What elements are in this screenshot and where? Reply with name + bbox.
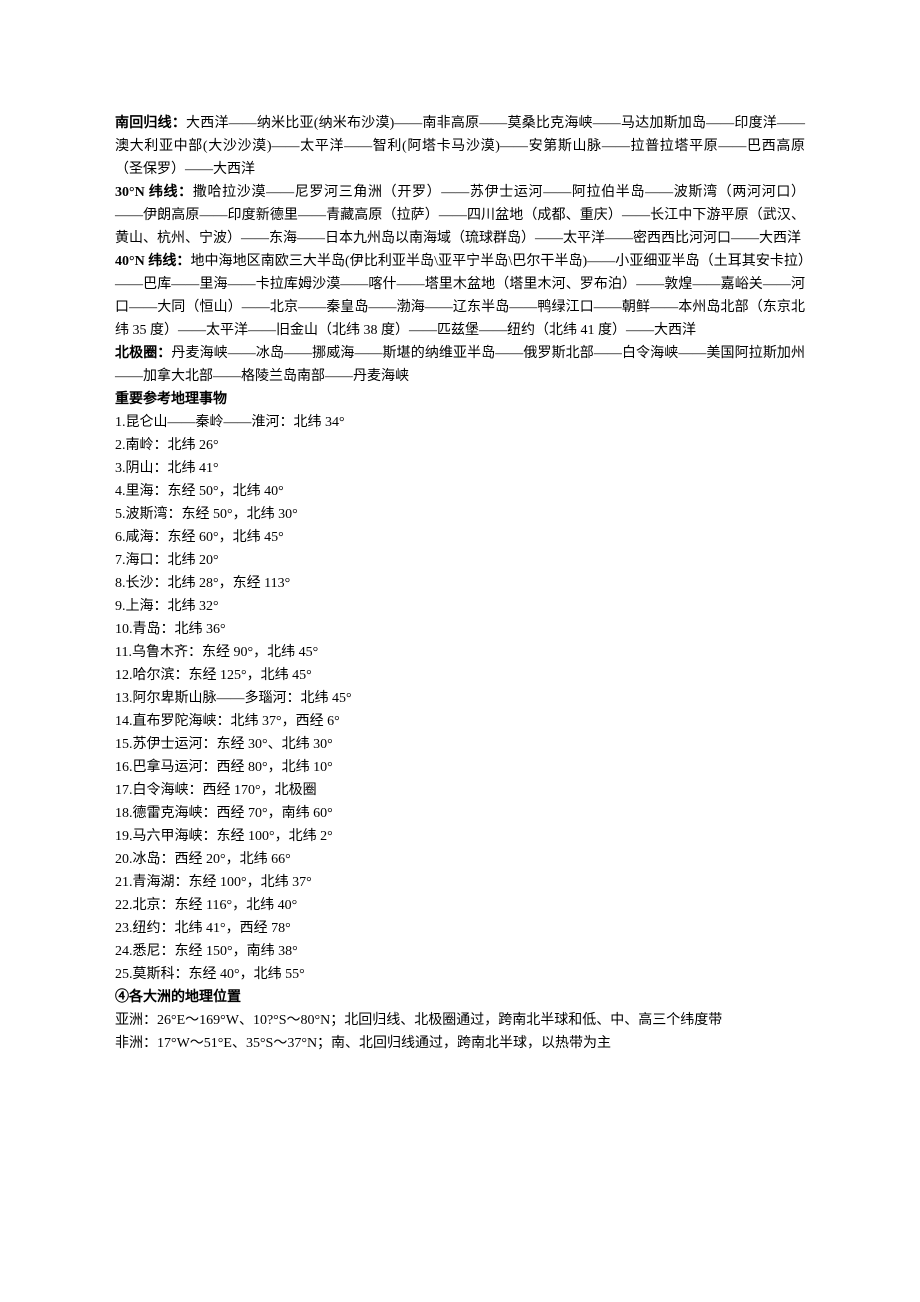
list-item: 11.乌鲁木齐：东经 90°，北纬 45° <box>115 641 805 664</box>
list-item: 21.青海湖：东经 100°，北纬 37° <box>115 871 805 894</box>
list-item: 2.南岭：北纬 26° <box>115 434 805 457</box>
list-item: 5.波斯湾：东经 50°，北纬 30° <box>115 503 805 526</box>
paragraph-40n: 40°N 纬线：地中海地区南欧三大半岛(伊比利亚半岛\亚平宁半岛\巴尔干半岛)—… <box>115 250 805 342</box>
text-40n: 地中海地区南欧三大半岛(伊比利亚半岛\亚平宁半岛\巴尔干半岛)——小亚细亚半岛（… <box>115 254 805 338</box>
list-item: 4.里海：东经 50°，北纬 40° <box>115 480 805 503</box>
paragraph-30n: 30°N 纬线：撒哈拉沙漠——尼罗河三角洲（开罗）——苏伊士运河——阿拉伯半岛—… <box>115 181 805 250</box>
list-item: 13.阿尔卑斯山脉——多瑙河：北纬 45° <box>115 687 805 710</box>
list-item: 18.德雷克海峡：西经 70°，南纬 60° <box>115 802 805 825</box>
paragraph-arctic: 北极圈：丹麦海峡——冰岛——挪威海——斯堪的纳维亚半岛——俄罗斯北部——白令海峡… <box>115 342 805 388</box>
list-item: 15.苏伊士运河：东经 30°、北纬 30° <box>115 733 805 756</box>
text-nan-huigui: 大西洋——纳米比亚(纳米布沙漠)——南非高原——莫桑比克海峡——马达加斯加岛——… <box>115 116 805 177</box>
list-item: 8.长沙：北纬 28°，东经 113° <box>115 572 805 595</box>
list-item: 14.直布罗陀海峡：北纬 37°，西经 6° <box>115 710 805 733</box>
paragraph-africa: 非洲：17°W～51°E、35°S～37°N；南、北回归线通过，跨南北半球，以热… <box>115 1032 805 1055</box>
list-item: 10.青岛：北纬 36° <box>115 618 805 641</box>
list-item: 17.白令海峡：西经 170°，北极圈 <box>115 779 805 802</box>
section-title-reference: 重要参考地理事物 <box>115 388 805 411</box>
list-item: 24.悉尼：东经 150°，南纬 38° <box>115 940 805 963</box>
list-item: 19.马六甲海峡：东经 100°，北纬 2° <box>115 825 805 848</box>
list-item: 23.纽约：北纬 41°，西经 78° <box>115 917 805 940</box>
section-title-continents: ④各大洲的地理位置 <box>115 986 805 1009</box>
text-30n: 撒哈拉沙漠——尼罗河三角洲（开罗）——苏伊士运河——阿拉伯半岛——波斯湾（两河河… <box>115 185 805 246</box>
list-item: 6.咸海：东经 60°，北纬 45° <box>115 526 805 549</box>
text-arctic: 丹麦海峡——冰岛——挪威海——斯堪的纳维亚半岛——俄罗斯北部——白令海峡——美国… <box>115 346 805 384</box>
list-item: 16.巴拿马运河：西经 80°，北纬 10° <box>115 756 805 779</box>
list-item: 25.莫斯科：东经 40°，北纬 55° <box>115 963 805 986</box>
reference-list: 1.昆仑山——秦岭——淮河：北纬 34° 2.南岭：北纬 26° 3.阴山：北纬… <box>115 411 805 986</box>
list-item: 9.上海：北纬 32° <box>115 595 805 618</box>
list-item: 3.阴山：北纬 41° <box>115 457 805 480</box>
label-nan-huigui: 南回归线： <box>115 116 186 131</box>
list-item: 7.海口：北纬 20° <box>115 549 805 572</box>
document-page: 南回归线：大西洋——纳米比亚(纳米布沙漠)——南非高原——莫桑比克海峡——马达加… <box>0 0 920 1115</box>
paragraph-nan-huigui: 南回归线：大西洋——纳米比亚(纳米布沙漠)——南非高原——莫桑比克海峡——马达加… <box>115 112 805 181</box>
label-40n: 40°N 纬线： <box>115 254 190 269</box>
label-arctic: 北极圈： <box>115 346 171 361</box>
list-item: 20.冰岛：西经 20°，北纬 66° <box>115 848 805 871</box>
label-30n: 30°N 纬线： <box>115 185 193 200</box>
list-item: 12.哈尔滨：东经 125°，北纬 45° <box>115 664 805 687</box>
list-item: 1.昆仑山——秦岭——淮河：北纬 34° <box>115 411 805 434</box>
paragraph-asia: 亚洲：26°E～169°W、10?°S～80°N；北回归线、北极圈通过，跨南北半… <box>115 1009 805 1032</box>
list-item: 22.北京：东经 116°，北纬 40° <box>115 894 805 917</box>
